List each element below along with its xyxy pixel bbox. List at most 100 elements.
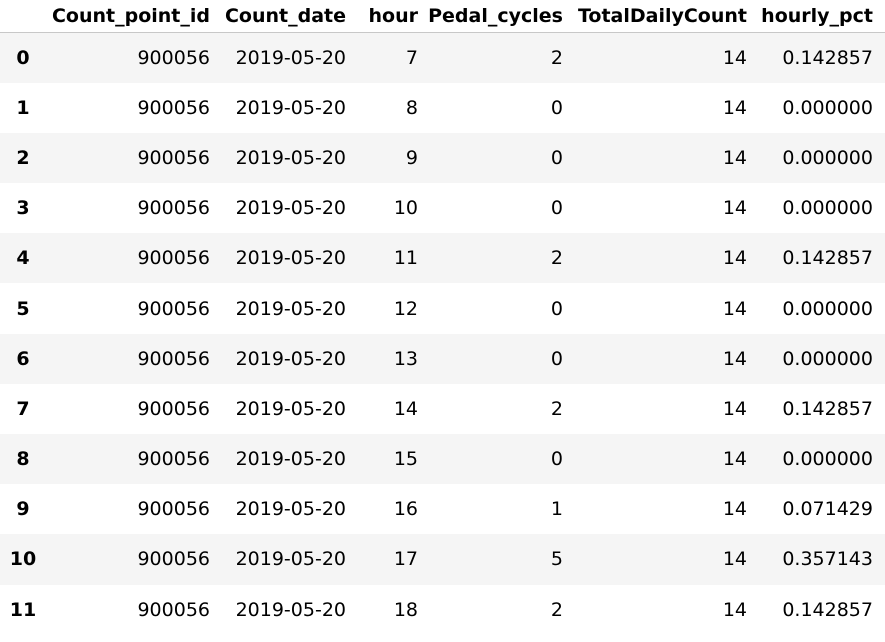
cell-count-date: 2019-05-20 — [235, 46, 346, 69]
cell-pedal-cycles: 0 — [550, 448, 563, 471]
cell-hourly-pct: 0.142857 — [782, 397, 873, 420]
table-row: 2 900056 2019-05-20 9 0 14 0.000000 — [0, 132, 885, 184]
cell-pedal-cycles: 1 — [550, 498, 563, 521]
cell-pedal-cycles: 0 — [550, 96, 563, 119]
cell-count-point-id: 900056 — [137, 247, 210, 270]
row-index: 4 — [16, 247, 30, 270]
cell-hourly-pct: 0.000000 — [782, 297, 873, 320]
cell-pedal-cycles: 2 — [550, 397, 563, 420]
cell-hour: 8 — [405, 96, 418, 119]
table-row: 0 900056 2019-05-20 7 2 14 0.142857 — [0, 32, 885, 83]
table-row: 1 900056 2019-05-20 8 0 14 0.000000 — [0, 83, 885, 133]
cell-count-date: 2019-05-20 — [235, 498, 346, 521]
cell-total-daily-count: 14 — [722, 548, 747, 571]
cell-count-point-id: 900056 — [137, 548, 210, 571]
cell-hour: 14 — [393, 397, 418, 420]
column-header-hour: hour — [350, 0, 421, 33]
cell-count-point-id: 900056 — [137, 598, 210, 621]
cell-pedal-cycles: 2 — [550, 598, 563, 621]
table-row: 3 900056 2019-05-20 10 0 14 0.000000 — [0, 183, 885, 233]
cell-hourly-pct: 0.000000 — [782, 448, 873, 471]
table-row: 9 900056 2019-05-20 16 1 14 0.071429 — [0, 484, 885, 534]
row-index: 10 — [9, 548, 37, 571]
cell-count-date: 2019-05-20 — [235, 297, 346, 320]
cell-total-daily-count: 14 — [722, 448, 747, 471]
cell-hourly-pct: 0.142857 — [782, 598, 873, 621]
table-row: 8 900056 2019-05-20 15 0 14 0.000000 — [0, 434, 885, 485]
cell-count-date: 2019-05-20 — [235, 347, 346, 370]
cell-total-daily-count: 14 — [722, 397, 747, 420]
cell-pedal-cycles: 2 — [550, 46, 563, 69]
cell-count-point-id: 900056 — [137, 347, 210, 370]
cell-count-point-id: 900056 — [137, 146, 210, 169]
cell-count-point-id: 900056 — [137, 397, 210, 420]
cell-count-date: 2019-05-20 — [235, 197, 346, 220]
cell-total-daily-count: 14 — [722, 347, 747, 370]
cell-hour: 12 — [393, 297, 418, 320]
table-body: 0 900056 2019-05-20 7 2 14 0.142857 1 900056 2019… — [0, 32, 885, 635]
cell-hourly-pct: 0.071429 — [782, 498, 873, 521]
cell-count-point-id: 900056 — [137, 448, 210, 471]
table-row: 6 900056 2019-05-20 13 0 14 0.000000 — [0, 333, 885, 384]
cell-hour: 18 — [393, 598, 418, 621]
cell-total-daily-count: 14 — [722, 46, 747, 69]
column-header-pedal-cycles: Pedal_cycles — [421, 0, 566, 33]
table-row: 4 900056 2019-05-20 11 2 14 0.142857 — [0, 233, 885, 284]
cell-hourly-pct: 0.142857 — [782, 247, 873, 270]
row-index: 8 — [16, 448, 30, 471]
cell-count-date: 2019-05-20 — [235, 96, 346, 119]
cell-count-point-id: 900056 — [137, 297, 210, 320]
cell-hourly-pct: 0.000000 — [782, 96, 873, 119]
cell-hourly-pct: 0.000000 — [782, 347, 873, 370]
cell-hour: 17 — [393, 548, 418, 571]
row-index: 7 — [16, 397, 30, 420]
row-index: 11 — [9, 598, 37, 621]
cell-total-daily-count: 14 — [722, 197, 747, 220]
table-row: 11 900056 2019-05-20 18 2 14 0.142857 — [0, 585, 885, 635]
cell-hourly-pct: 0.000000 — [782, 146, 873, 169]
cell-count-date: 2019-05-20 — [235, 598, 346, 621]
cell-total-daily-count: 14 — [722, 297, 747, 320]
row-index: 2 — [16, 146, 30, 169]
cell-count-point-id: 900056 — [137, 197, 210, 220]
column-header-total-daily-count: TotalDailyCount — [566, 0, 751, 33]
cell-total-daily-count: 14 — [722, 598, 747, 621]
table-row: 5 900056 2019-05-20 12 0 14 0.000000 — [0, 283, 885, 333]
cell-total-daily-count: 14 — [722, 146, 747, 169]
table-row: 10 900056 2019-05-20 17 5 14 0.357143 — [0, 534, 885, 585]
cell-count-date: 2019-05-20 — [235, 548, 346, 571]
cell-count-date: 2019-05-20 — [235, 397, 346, 420]
row-index: 1 — [16, 96, 30, 119]
index-column-header — [0, 0, 46, 33]
cell-total-daily-count: 14 — [722, 96, 747, 119]
cell-pedal-cycles: 2 — [550, 247, 563, 270]
table-row: 7 900056 2019-05-20 14 2 14 0.142857 — [0, 384, 885, 434]
cell-pedal-cycles: 5 — [550, 548, 563, 571]
cell-count-point-id: 900056 — [137, 46, 210, 69]
cell-count-date: 2019-05-20 — [235, 247, 346, 270]
column-header-hourly-pct: hourly_pct — [751, 0, 885, 33]
column-header-count-date: Count_date — [216, 0, 350, 33]
cell-count-point-id: 900056 — [137, 498, 210, 521]
cell-total-daily-count: 14 — [722, 247, 747, 270]
cell-hour: 16 — [393, 498, 418, 521]
table-header: Count_point_id Count_date hour Pedal_cyc… — [0, 0, 885, 33]
cell-count-date: 2019-05-20 — [235, 448, 346, 471]
row-index: 6 — [16, 347, 30, 370]
cell-count-point-id: 900056 — [137, 96, 210, 119]
row-index: 9 — [16, 498, 30, 521]
cell-hour: 9 — [405, 146, 418, 169]
cell-pedal-cycles: 0 — [550, 197, 563, 220]
cell-hour: 7 — [405, 46, 418, 69]
column-header-count-point-id: Count_point_id — [46, 0, 216, 33]
cell-hourly-pct: 0.142857 — [782, 46, 873, 69]
header-row: Count_point_id Count_date hour Pedal_cyc… — [0, 0, 885, 33]
cell-hourly-pct: 0.357143 — [782, 548, 873, 571]
cell-hour: 10 — [393, 197, 418, 220]
cell-hourly-pct: 0.000000 — [782, 197, 873, 220]
row-index: 5 — [16, 297, 30, 320]
cell-total-daily-count: 14 — [722, 498, 747, 521]
cell-pedal-cycles: 0 — [550, 297, 563, 320]
cell-pedal-cycles: 0 — [550, 347, 563, 370]
